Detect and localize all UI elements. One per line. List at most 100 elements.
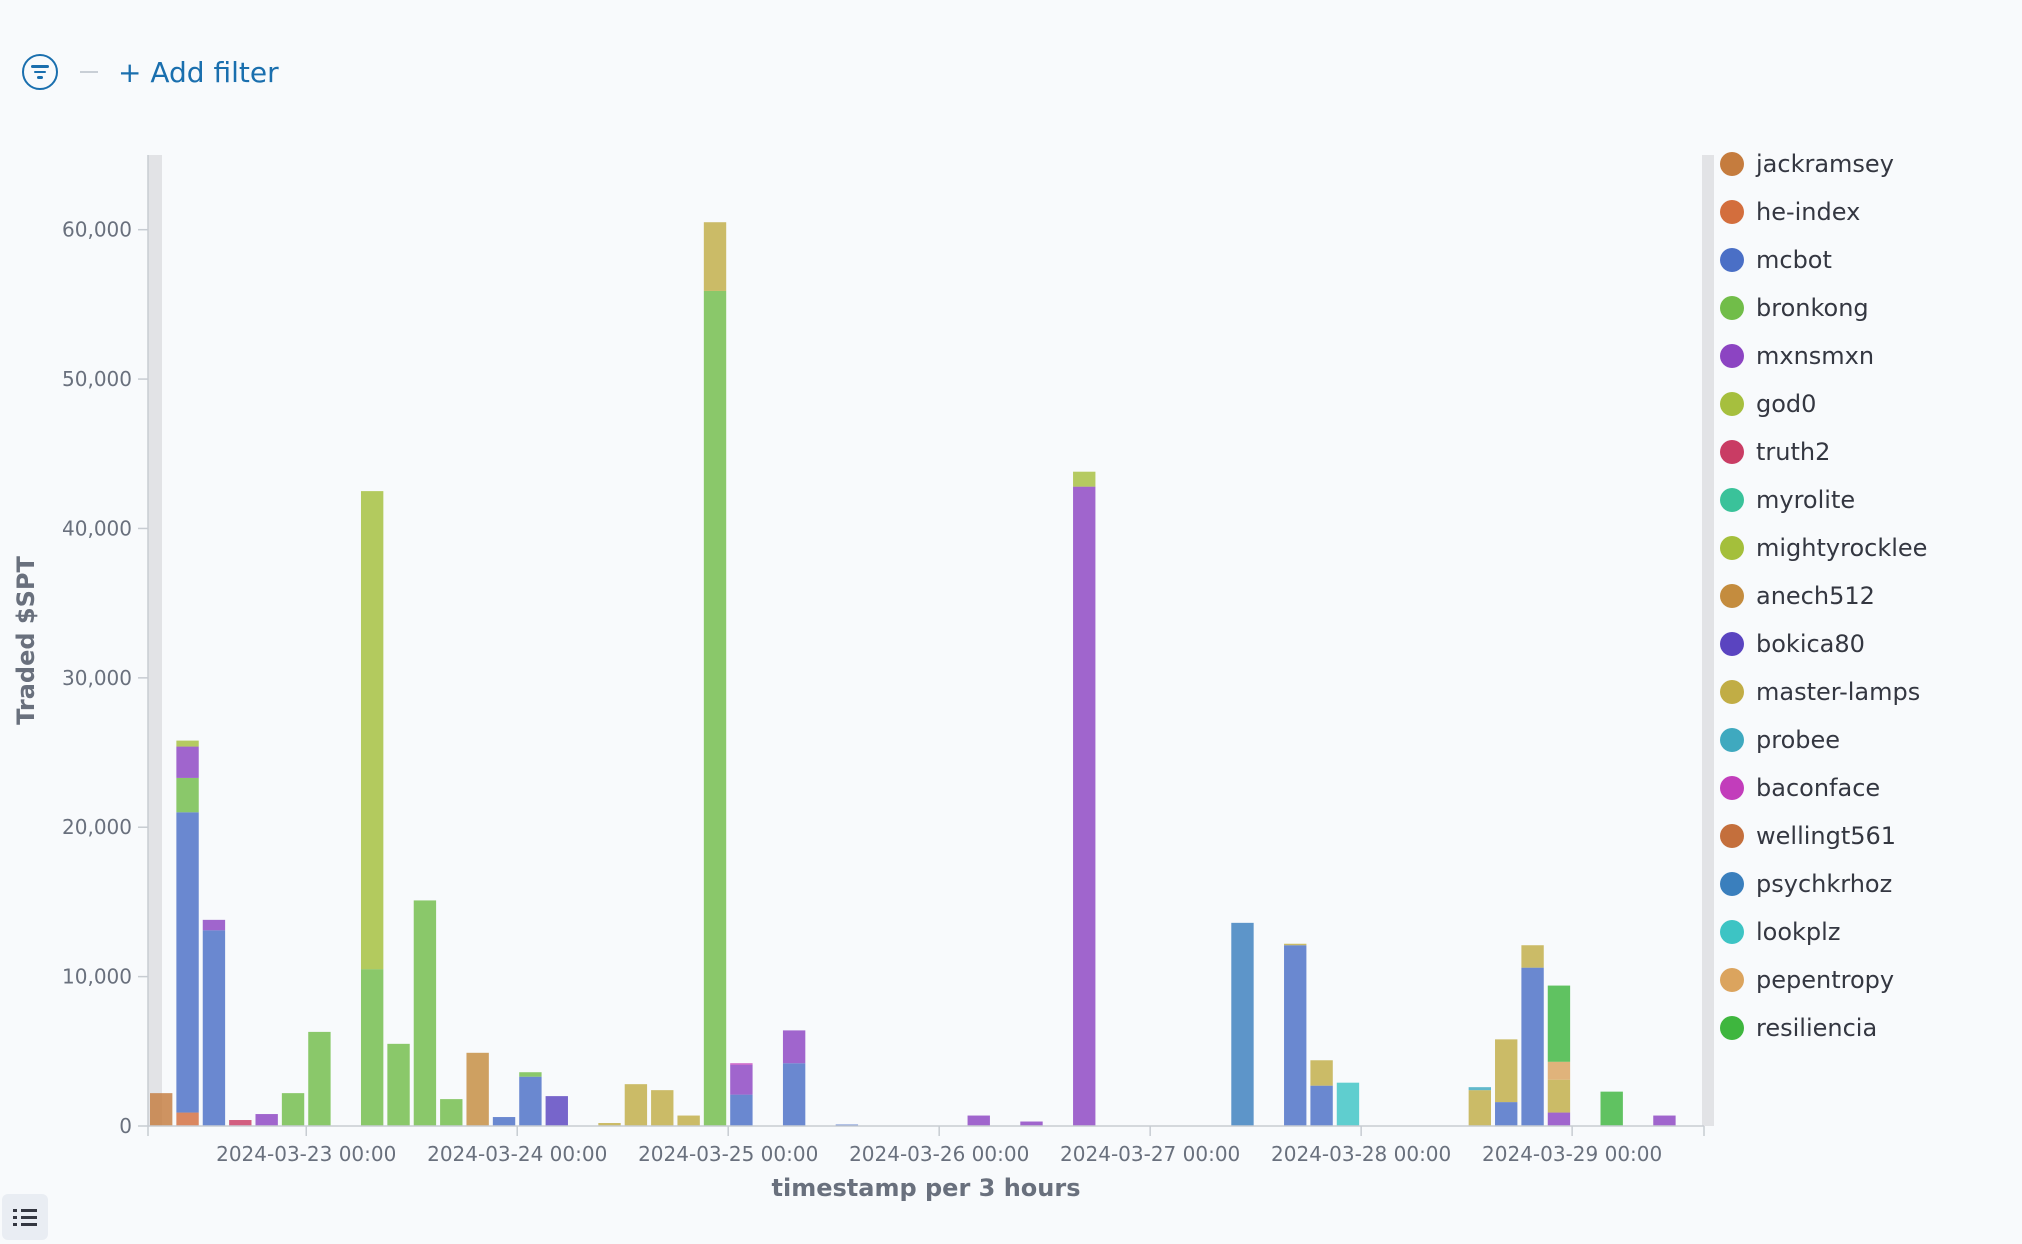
legend-color-dot [1720,200,1744,224]
legend-item-psychkrhoz[interactable]: psychkrhoz [1720,860,2010,908]
legend-label: probee [1756,726,1841,754]
legend-item-probee[interactable]: probee [1720,716,2010,764]
bar-segment-bronkong[interactable] [387,1043,410,1126]
bar-segment-bronkong[interactable] [308,1031,331,1126]
bar-segment-bronkong[interactable] [281,1093,305,1126]
legend-label: he-index [1756,198,1861,226]
bar-segment-mcbot[interactable] [1495,1102,1518,1126]
bar-segment-truth2[interactable] [229,1120,252,1126]
bar-segment-bronkong[interactable] [703,290,727,1126]
bar-segment-mxnsmxn[interactable] [1547,1112,1571,1126]
bar-segment-baconface[interactable] [730,1063,753,1065]
bar-segment-bronkong[interactable] [519,1072,542,1077]
y-axis-title: Traded $SPT [12,556,40,725]
bar-segment-bronkong[interactable] [176,777,199,813]
bar-segment-probee[interactable] [1468,1087,1492,1091]
bar-segment-bronkong[interactable] [360,969,384,1126]
legend-item-wellingt561[interactable]: wellingt561 [1720,812,2010,860]
legend-item-anech512[interactable]: anech512 [1720,572,2010,620]
bar-segment-mxnsmxn[interactable] [255,1114,278,1126]
legend-item-mxnsmxn[interactable]: mxnsmxn [1720,332,2010,380]
bar-segment-mxnsmxn[interactable] [782,1030,806,1064]
legend-item-god0[interactable]: god0 [1720,380,2010,428]
legend-color-dot [1720,248,1744,272]
legend-label: baconface [1756,774,1881,802]
legend-label: truth2 [1756,438,1831,466]
bar-segment-master-lamps[interactable] [1468,1090,1492,1126]
bar-segment-master-lamps[interactable] [598,1123,621,1126]
bar-segment-lookplz[interactable] [1336,1082,1360,1126]
legend-label: mcbot [1756,246,1832,274]
bar-segment-mxnsmxn[interactable] [1073,486,1096,1126]
bar-segment-master-lamps[interactable] [1521,945,1544,968]
bar-segment-mxnsmxn[interactable] [1020,1121,1043,1126]
bar-segment-resiliencia[interactable] [1547,985,1571,1062]
legend-color-dot [1720,728,1744,752]
bar-segment-master-lamps[interactable] [677,1115,700,1126]
legend-color-dot [1720,440,1744,464]
bar-segment-pepentropy[interactable] [1547,1061,1571,1080]
legend-label: myrolite [1756,486,1856,514]
bar-segment-he-index[interactable] [176,1112,199,1126]
legend-item-jackramsey[interactable]: jackramsey [1720,140,2010,188]
bar-segment-mxnsmxn[interactable] [176,746,199,778]
bar-segment-master-lamps[interactable] [1495,1039,1518,1103]
bar-segment-mightyrocklee[interactable] [360,491,384,970]
bar-segment-mcbot[interactable] [1521,967,1544,1126]
legend-item-he-index[interactable]: he-index [1720,188,2010,236]
bar-segment-master-lamps[interactable] [703,222,727,291]
bar-segment-master-lamps[interactable] [1547,1079,1571,1113]
bar-segment-bokica80[interactable] [545,1096,568,1126]
bar-segment-resiliencia[interactable] [1600,1091,1623,1126]
legend-color-dot [1720,872,1744,896]
bar-segment-mcbot[interactable] [519,1076,542,1126]
y-tick-label: 50,000 [62,367,132,391]
x-tick-label: 2024-03-27 00:00 [1060,1142,1240,1166]
bar-segment-master-lamps[interactable] [651,1090,674,1126]
bar-segment-mxnsmxn[interactable] [202,919,226,931]
bar-segment-mcbot[interactable] [176,812,199,1113]
bar-segment-mcbot[interactable] [492,1117,516,1126]
bar-segment-master-lamps[interactable] [1284,943,1307,946]
legend-item-truth2[interactable]: truth2 [1720,428,2010,476]
bar-segment-mcbot[interactable] [1284,945,1307,1126]
bar-segment-anech512[interactable] [466,1052,489,1126]
bar-segment-mcbot[interactable] [730,1094,753,1126]
legend-item-pepentropy[interactable]: pepentropy [1720,956,2010,1004]
x-tick-label: 2024-03-25 00:00 [638,1142,818,1166]
bar-segment-god0[interactable] [1073,471,1096,487]
legend-item-resiliencia[interactable]: resiliencia [1720,1004,2010,1052]
bar-segment-god0[interactable] [176,740,199,747]
bar-segment-bronkong[interactable] [413,900,437,1126]
filter-options-icon[interactable] [22,54,58,90]
bar-segment-master-lamps[interactable] [624,1084,648,1126]
bar-segment-mcbot[interactable] [782,1063,806,1126]
legend-toggle-button[interactable] [2,1194,48,1240]
bar-segment-mxnsmxn[interactable] [967,1115,990,1126]
legend-item-lookplz[interactable]: lookplz [1720,908,2010,956]
legend-label: psychkrhoz [1756,870,1893,898]
legend-item-master-lamps[interactable]: master-lamps [1720,668,2010,716]
legend-item-bokica80[interactable]: bokica80 [1720,620,2010,668]
legend-label: mightyrocklee [1756,534,1928,562]
legend-label: god0 [1756,390,1817,418]
legend-item-bronkong[interactable]: bronkong [1720,284,2010,332]
bar-segment-mcbot[interactable] [1310,1085,1333,1126]
legend-label: lookplz [1756,918,1841,946]
bar-segment-jackramsey[interactable] [150,1093,173,1126]
bar-segment-mxnsmxn[interactable] [1653,1115,1676,1126]
legend-color-dot [1720,776,1744,800]
bar-segment-bronkong[interactable] [440,1099,463,1126]
legend-item-mcbot[interactable]: mcbot [1720,236,2010,284]
legend-label: pepentropy [1756,966,1895,994]
bar-segment-master-lamps[interactable] [1310,1060,1333,1086]
legend-item-mightyrocklee[interactable]: mightyrocklee [1720,524,2010,572]
legend-item-baconface[interactable]: baconface [1720,764,2010,812]
bar-segment-psychkrhoz[interactable] [1231,922,1254,1126]
add-filter-button[interactable]: + Add filter [118,55,279,89]
legend-item-myrolite[interactable]: myrolite [1720,476,2010,524]
bar-segment-mxnsmxn[interactable] [730,1064,753,1095]
legend-color-dot [1720,1016,1744,1040]
bar-segment-mcbot[interactable] [202,930,226,1126]
